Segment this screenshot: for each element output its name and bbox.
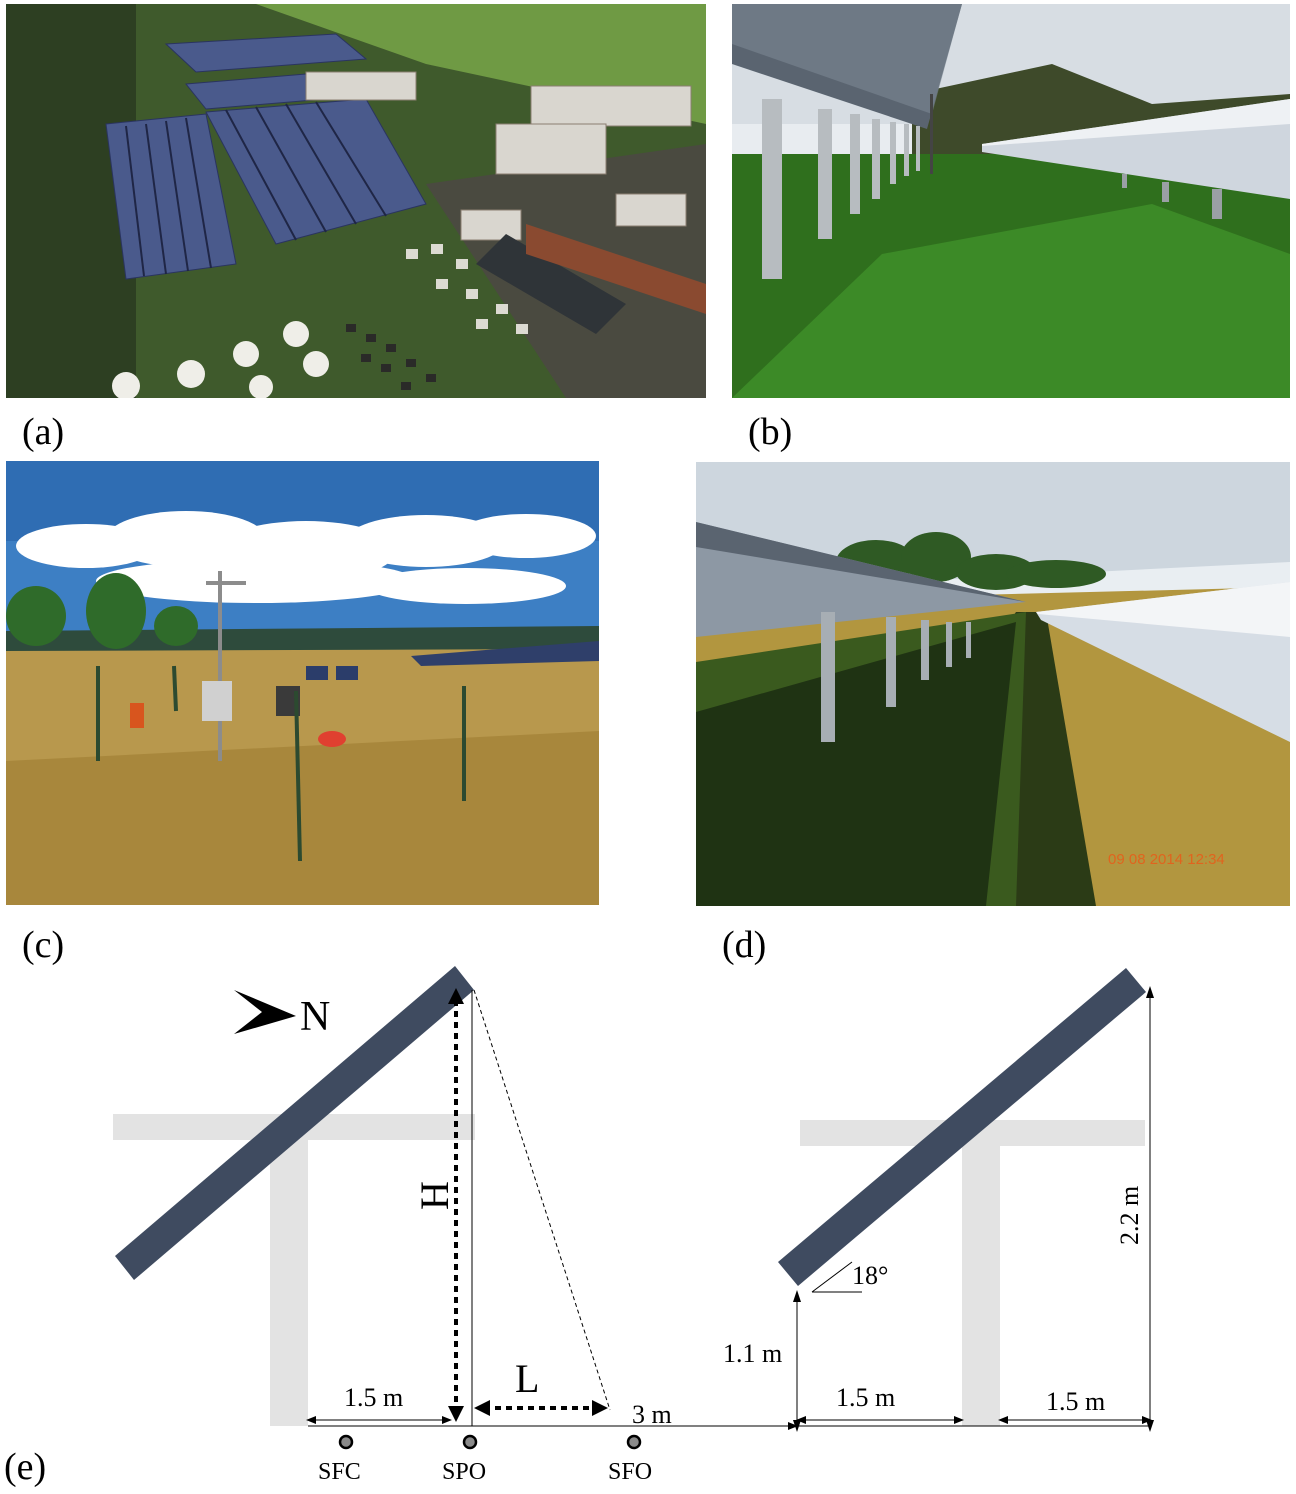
length-arrow-left-head xyxy=(474,1400,490,1416)
left-support-post xyxy=(270,1114,308,1426)
schematic-diagram: N H L 1.5 m 3 m 1.5 m 1.5 m 1.1 m 2.2 m … xyxy=(113,966,1154,1485)
photo-d-shaded-row: 09 08 2014 12:34 xyxy=(696,462,1290,906)
north-label: N xyxy=(300,994,330,1040)
sensor-spo-label: SPO xyxy=(442,1459,486,1485)
length-label: L xyxy=(515,1356,539,1401)
tilt-angle-label: 18° xyxy=(852,1261,888,1290)
right-solar-panel xyxy=(778,968,1146,1286)
height-arrow-bottom-head xyxy=(448,1406,464,1422)
sensor-sfo-marker xyxy=(626,1434,642,1450)
right-gap-1-label: 1.5 m xyxy=(836,1383,895,1412)
bottom-height-arrowhead-bottom xyxy=(793,1420,801,1432)
top-height-arrowhead-top xyxy=(1146,986,1154,998)
sensor-spo-marker xyxy=(462,1434,478,1450)
panel-label-b: (b) xyxy=(748,411,793,453)
panel-label-a: (a) xyxy=(22,411,65,453)
photo-c-weather-station xyxy=(6,461,599,905)
length-arrow-right-head xyxy=(592,1400,608,1416)
sensor-sfc-label: SFC xyxy=(318,1459,361,1485)
left-gap-arrowhead xyxy=(306,1416,316,1424)
right-gap-2-label: 1.5 m xyxy=(1046,1387,1105,1416)
photo-a-aerial-view xyxy=(6,4,706,398)
left-gap-label: 1.5 m xyxy=(344,1383,403,1412)
left-solar-panel xyxy=(115,966,474,1280)
photo-b-array-rows xyxy=(732,4,1290,398)
middle-gap-label: 3 m xyxy=(632,1400,672,1429)
right-gap-1-arrowhead-right xyxy=(954,1416,964,1424)
middle-gap-arrowhead xyxy=(788,1422,798,1430)
left-gap-arrowhead-right xyxy=(442,1416,452,1424)
photo-timestamp: 09 08 2014 12:34 xyxy=(1108,851,1225,868)
sensor-sfc-marker xyxy=(338,1434,354,1450)
shadow-ray xyxy=(473,989,611,1411)
top-height-arrowhead-bottom xyxy=(1146,1420,1154,1432)
panel-label-e: (e) xyxy=(4,1446,47,1488)
tilt-angle-side xyxy=(811,1261,853,1293)
north-arrow-icon xyxy=(234,990,296,1034)
right-support-post xyxy=(962,1120,1000,1426)
top-height-label: 2.2 m xyxy=(1115,1186,1144,1245)
bottom-height-label: 1.1 m xyxy=(723,1339,782,1368)
panel-label-d: (d) xyxy=(722,924,767,966)
height-arrow-top-head xyxy=(448,988,464,1004)
sensor-sfo-label: SFO xyxy=(608,1459,652,1485)
height-label: H xyxy=(412,1181,457,1210)
bottom-height-arrowhead-top xyxy=(793,1290,801,1302)
panel-label-c: (c) xyxy=(22,924,65,966)
right-gap-2-arrowhead-left xyxy=(998,1416,1008,1424)
